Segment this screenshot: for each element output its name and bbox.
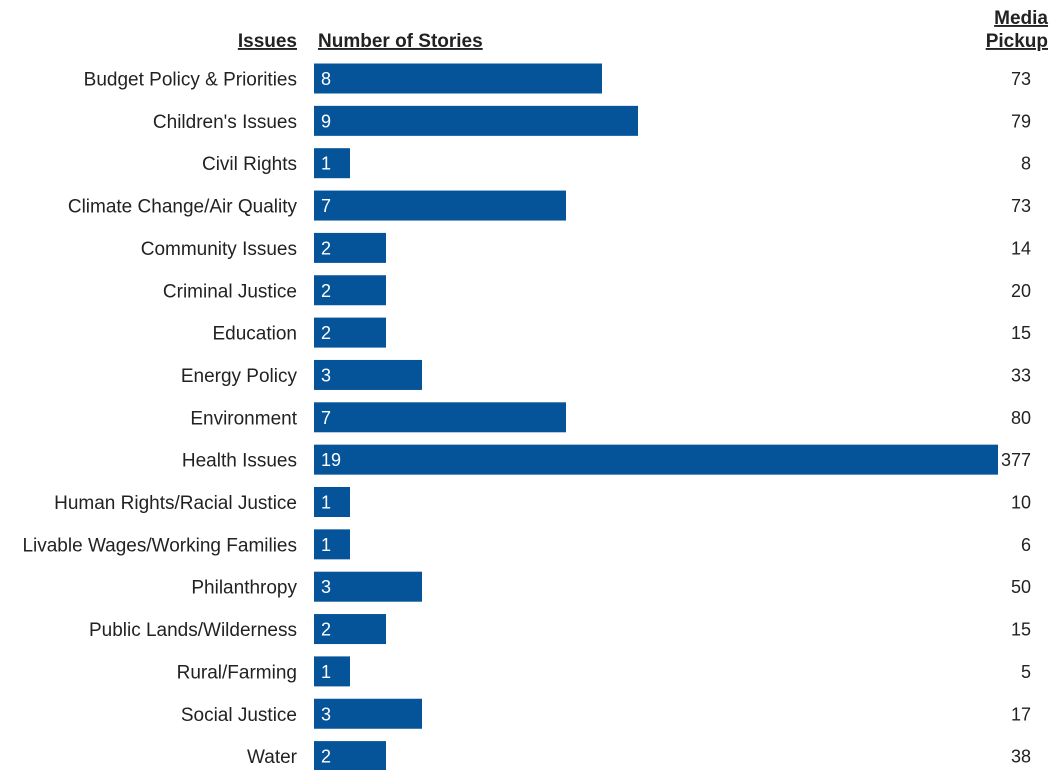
media-pickup-value: 38 <box>1011 747 1031 767</box>
story-bar <box>314 487 350 517</box>
story-bar <box>314 232 386 263</box>
category-label: Philanthropy <box>191 578 297 599</box>
story-count-label: 2 <box>321 747 331 767</box>
category-label: Public Lands/Wilderness <box>89 620 297 641</box>
category-label: Energy Policy <box>181 366 298 387</box>
story-count-label: 2 <box>321 323 331 343</box>
story-count-label: 2 <box>321 238 331 258</box>
media-pickup-value: 80 <box>1011 408 1031 428</box>
category-label: Children's Issues <box>153 112 297 133</box>
media-pickup-header-line1: Media <box>994 8 1048 29</box>
chart-row: Children's Issues 9 79 <box>153 105 1031 136</box>
story-bar <box>314 444 998 475</box>
category-label: Social Justice <box>181 705 297 726</box>
media-pickup-value: 17 <box>1011 704 1031 724</box>
story-bar <box>314 275 386 306</box>
chart-row: Social Justice 3 17 <box>181 698 1031 729</box>
issues-header: Issues <box>238 31 297 52</box>
media-pickup-value: 377 <box>1001 450 1031 470</box>
story-count-label: 2 <box>321 620 331 640</box>
story-count-label: 1 <box>321 154 331 174</box>
chart-row: Water 2 38 <box>247 741 1031 770</box>
category-label: Climate Change/Air Quality <box>68 197 298 218</box>
media-pickup-value: 5 <box>1021 662 1031 682</box>
category-label: Livable Wages/Working Families <box>22 535 297 556</box>
story-count-label: 3 <box>321 365 331 385</box>
media-pickup-value: 15 <box>1011 323 1031 343</box>
chart-row: Rural/Farming 1 5 <box>177 656 1031 687</box>
chart-row: Environment 7 80 <box>190 402 1031 433</box>
story-count-label: 3 <box>321 704 331 724</box>
story-count-label: 1 <box>321 493 331 513</box>
chart-row: Energy Policy 3 33 <box>181 359 1031 390</box>
chart-row: Budget Policy & Priorities 8 73 <box>84 63 1031 94</box>
chart-row: Human Rights/Racial Justice 1 10 <box>54 487 1031 517</box>
media-pickup-value: 79 <box>1011 111 1031 131</box>
category-label: Education <box>212 324 297 345</box>
chart-row: Community Issues 2 14 <box>141 232 1031 263</box>
story-bar <box>314 317 386 348</box>
story-bar <box>314 148 350 179</box>
category-label: Human Rights/Racial Justice <box>54 493 297 514</box>
category-label: Environment <box>190 408 297 429</box>
chart-row: Health Issues 19 377 <box>182 444 1031 475</box>
media-pickup-value: 50 <box>1011 577 1031 597</box>
story-count-label: 3 <box>321 577 331 597</box>
chart-row: Public Lands/Wilderness 2 15 <box>89 614 1031 645</box>
story-bar <box>314 656 350 687</box>
media-pickup-value: 73 <box>1011 69 1031 89</box>
media-pickup-value: 6 <box>1021 535 1031 555</box>
chart-row: Philanthropy 3 50 <box>191 571 1031 602</box>
story-count-label: 7 <box>321 196 331 216</box>
story-bar <box>314 402 566 433</box>
media-pickup-value: 73 <box>1011 196 1031 216</box>
story-bar <box>314 698 422 729</box>
story-bar <box>314 359 422 390</box>
media-pickup-value: 8 <box>1021 154 1031 174</box>
category-label: Civil Rights <box>202 154 297 175</box>
chart-row: Climate Change/Air Quality 7 73 <box>68 190 1031 221</box>
story-bar <box>314 190 566 221</box>
story-bar <box>314 63 602 94</box>
story-count-label: 2 <box>321 281 331 301</box>
category-label: Criminal Justice <box>163 281 297 302</box>
story-count-label: 1 <box>321 535 331 555</box>
story-bar <box>314 741 386 770</box>
story-bar <box>314 614 386 645</box>
category-label: Budget Policy & Priorities <box>84 70 297 91</box>
category-label: Community Issues <box>141 239 297 260</box>
story-bar <box>314 105 638 136</box>
chart-row: Livable Wages/Working Families 1 6 <box>22 529 1031 560</box>
stories-header: Number of Stories <box>318 31 483 52</box>
chart-rows: Budget Policy & Priorities 8 73Children's … <box>22 63 1031 770</box>
story-count-label: 19 <box>321 450 341 470</box>
category-label: Water <box>247 747 298 768</box>
media-pickup-value: 10 <box>1011 493 1031 513</box>
story-count-label: 8 <box>321 69 331 89</box>
media-pickup-header-line2: Pickup <box>986 31 1048 52</box>
media-pickup-value: 20 <box>1011 281 1031 301</box>
story-bar <box>314 571 422 602</box>
category-label: Rural/Farming <box>177 662 297 683</box>
chart-row: Civil Rights 1 8 <box>202 148 1031 179</box>
media-pickup-value: 33 <box>1011 365 1031 385</box>
story-count-label: 1 <box>321 662 331 682</box>
story-bar <box>314 529 350 560</box>
media-pickup-value: 15 <box>1011 620 1031 640</box>
chart-row: Education 2 15 <box>212 317 1031 348</box>
category-label: Health Issues <box>182 451 297 472</box>
media-pickup-value: 14 <box>1011 238 1031 258</box>
chart-row: Criminal Justice 2 20 <box>163 275 1031 306</box>
story-count-label: 7 <box>321 408 331 428</box>
story-count-label: 9 <box>321 111 331 131</box>
